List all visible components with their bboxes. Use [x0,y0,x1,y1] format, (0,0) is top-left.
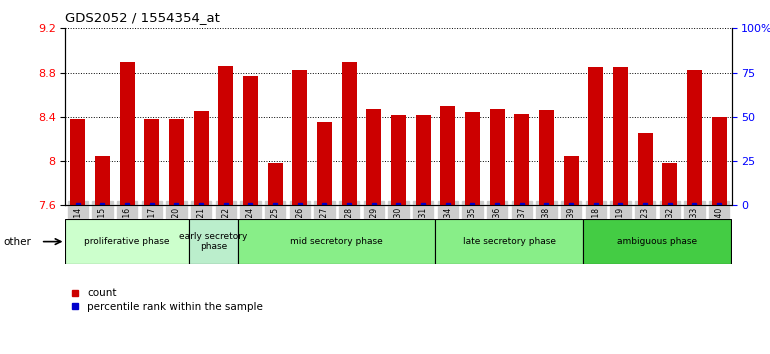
Bar [243,76,258,205]
Bar [65,219,189,264]
Text: ambiguous phase: ambiguous phase [618,237,698,246]
Bar [194,111,209,205]
Bar [293,70,307,205]
Bar [514,114,529,205]
Bar [238,219,436,264]
Text: late secretory phase: late secretory phase [463,237,556,246]
Bar [687,70,702,205]
Bar [95,155,110,205]
Bar [711,117,727,205]
Bar [416,115,430,205]
Bar [342,62,357,205]
Bar [584,219,731,264]
Bar [219,66,233,205]
Bar [588,67,603,205]
Text: other: other [4,238,32,247]
Bar [119,62,135,205]
Text: proliferative phase: proliferative phase [85,237,170,246]
Bar [564,155,578,205]
Bar [268,163,283,205]
Text: GDS2052 / 1554354_at: GDS2052 / 1554354_at [65,11,220,24]
Bar [436,219,584,264]
Legend: count, percentile rank within the sample: count, percentile rank within the sample [71,289,263,312]
Bar [490,109,504,205]
Bar [613,67,628,205]
Bar [465,113,480,205]
Text: mid secretory phase: mid secretory phase [290,237,383,246]
Bar [317,122,332,205]
Bar [70,119,85,205]
Bar [367,109,381,205]
Bar [638,133,652,205]
Bar [391,115,406,205]
Bar [662,163,678,205]
Bar [145,119,159,205]
Bar [169,119,184,205]
Text: early secretory
phase: early secretory phase [179,232,248,251]
Bar [539,110,554,205]
Bar [440,106,455,205]
Bar [189,219,238,264]
